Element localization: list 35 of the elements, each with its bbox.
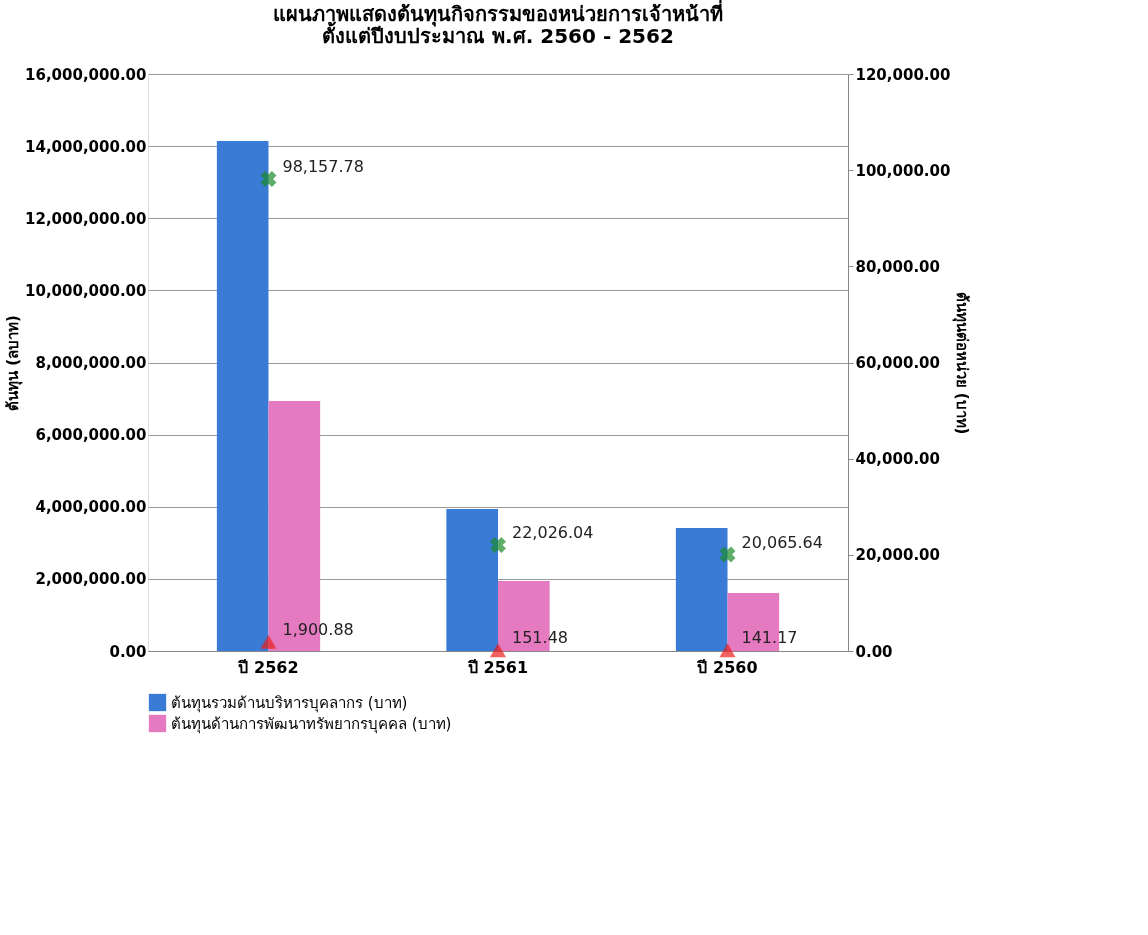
y-axis-title: ต้นทุน (ลบาท) — [4, 315, 24, 411]
data-label: 22,026.04 — [512, 523, 594, 543]
bar — [446, 508, 498, 651]
y-tick-label: 10,000,000.00 — [25, 281, 147, 300]
bar — [216, 141, 269, 651]
data-label: 20,065.64 — [741, 532, 823, 552]
y-tick-label: 6,000,000.00 — [35, 426, 147, 445]
y2-tick-label: 80,000.00 — [855, 257, 940, 276]
y2-tick-label: 0.00 — [855, 642, 893, 661]
data-label: 98,157.78 — [282, 157, 364, 177]
point — [490, 537, 506, 554]
point — [719, 643, 736, 658]
y-tick-label: 14,000,000.00 — [25, 137, 147, 156]
point — [719, 546, 736, 563]
y2-tick-label: 40,000.00 — [855, 450, 940, 469]
point — [489, 643, 507, 658]
x-tick-label: ปี 2560 — [696, 657, 758, 677]
legend-label: ต้นทุนด้านการพัฒนาทรัพยากรบุคคล (บาท) — [171, 714, 452, 734]
y-tick-label: 2,000,000.00 — [35, 570, 147, 589]
y2-tick-label: 20,000.00 — [855, 546, 940, 565]
y-tick-label: 4,000,000.00 — [35, 498, 147, 517]
y2-axis-title: ต้นทุนต่อหน่วย (บาท) — [952, 291, 972, 435]
x-tick-label: ปี 2561 — [466, 657, 529, 677]
y2-tick-label: 60,000.00 — [855, 354, 940, 372]
legend-label: ต้นทุนรวมด้านบริหารบุคลากร (บาท) — [171, 693, 408, 713]
y-tick-label: 12,000,000.00 — [25, 209, 147, 228]
bar — [675, 528, 728, 651]
x-tick-label: ปี 2562 — [237, 657, 299, 677]
point — [260, 634, 277, 649]
point — [260, 171, 277, 188]
y-tick-label: 0.00 — [109, 642, 147, 661]
y2-tick-label: 120,000.00 — [855, 65, 951, 84]
y2-tick-label: 100,000.00 — [855, 161, 951, 180]
y-tick-label: 16,000,000.00 — [25, 65, 147, 84]
y-tick-label: 8,000,000.00 — [35, 354, 147, 372]
